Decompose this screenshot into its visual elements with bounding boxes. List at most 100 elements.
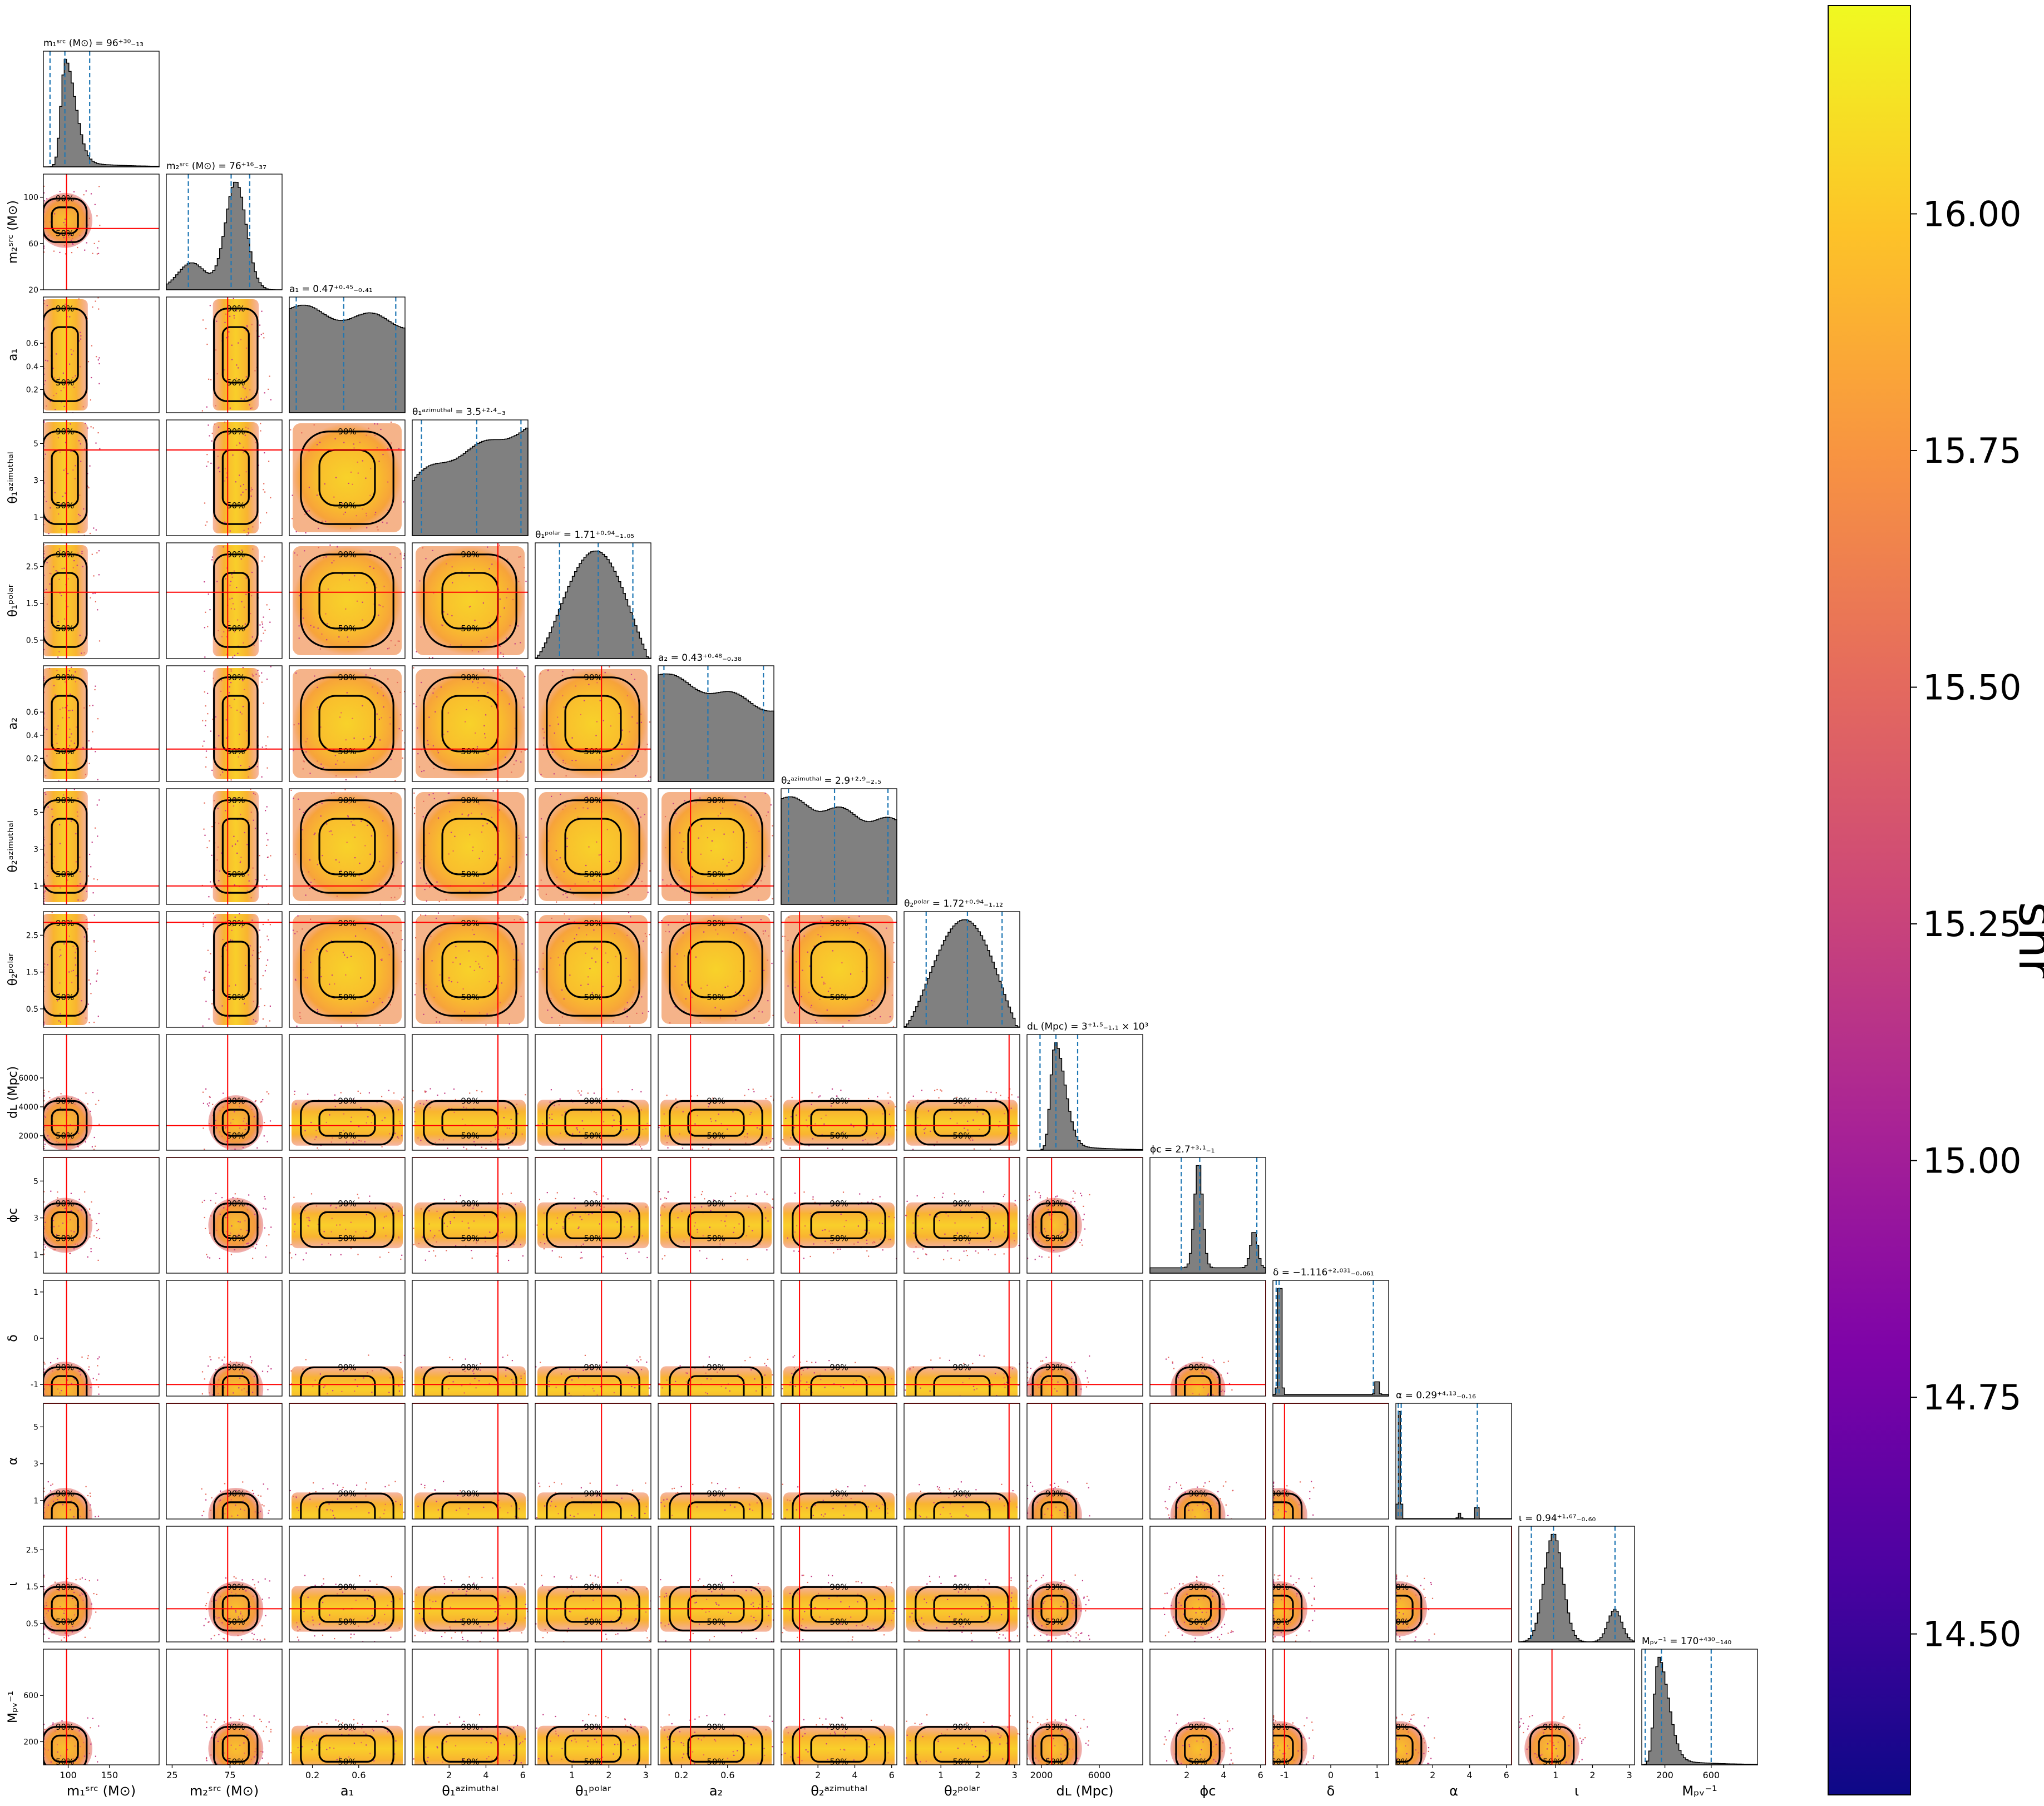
- x-axis-a1: 0.2 0.6 a₁: [305, 1765, 366, 1799]
- contour-50: [687, 1734, 745, 1763]
- x-tick-label-th2p-1: 2: [975, 1770, 980, 1780]
- density-fill: [43, 422, 88, 533]
- y-tick-label-phic-1: 3: [33, 1214, 38, 1223]
- contour-label-50: 50%: [830, 1617, 848, 1627]
- contour-50: [1184, 1501, 1212, 1519]
- hist-bars-delta: [1272, 1288, 1389, 1397]
- density-fill: [213, 791, 259, 902]
- contour-label-50: 50%: [56, 1131, 74, 1141]
- contour-50: [221, 1109, 250, 1137]
- panel-frame: [166, 1526, 283, 1642]
- contour-50: [1396, 1734, 1414, 1763]
- x-tick-label-alpha-0: 2: [1430, 1770, 1435, 1780]
- contour-label-90: 90%: [952, 1582, 971, 1592]
- density-fill: [906, 1100, 1018, 1146]
- panel-frame: [658, 1526, 774, 1642]
- x-tick-label-phic-0: 2: [1184, 1770, 1189, 1780]
- contour-label-50: 50%: [461, 1617, 479, 1627]
- density-fill: [43, 299, 88, 410]
- contour-label-90: 90%: [461, 1582, 479, 1592]
- hist-bars-alpha: [1395, 1411, 1512, 1520]
- scatter-panel-m2-vs-phic: 90% 50%: [166, 1157, 283, 1274]
- panel-frame: [289, 1280, 406, 1397]
- hist-title-mpv: Mₚᵥ⁻¹ = 170⁺⁴³⁰₋₁₄₀: [1642, 1636, 1731, 1647]
- contour-90: [669, 1366, 763, 1396]
- contour-label-50: 50%: [707, 1617, 725, 1627]
- panel-frame: [903, 1280, 1020, 1397]
- panel-frame: [658, 1280, 774, 1397]
- panel-frame: [535, 1157, 651, 1274]
- contour-label-90: 90%: [584, 1722, 602, 1732]
- panel-frame: [781, 1157, 897, 1274]
- contour-label-50: 50%: [1390, 1617, 1409, 1627]
- contour-90: [300, 431, 394, 525]
- contour-label-90: 90%: [1045, 1722, 1064, 1732]
- panel-frame: [166, 788, 283, 905]
- panel-frame: [289, 911, 406, 1028]
- contour-50: [318, 941, 376, 998]
- scatter-panel-m1-vs-a2: 90% 50%: [43, 665, 160, 782]
- panel-frame: [535, 1403, 651, 1520]
- hist-bars-mpv: [1641, 1656, 1758, 1765]
- contour-90: [423, 1100, 517, 1146]
- y-tick-label-th2p-0: 0.5: [26, 1005, 38, 1014]
- contour-90: [546, 1366, 640, 1396]
- density-fill: [43, 1198, 93, 1253]
- x-axis-label-phic: ϕc: [1199, 1783, 1216, 1799]
- contour-label-90: 90%: [1188, 1488, 1207, 1498]
- scatter-panel-m2-vs-th1az: 90% 50%: [166, 419, 283, 536]
- y-tick-label-delta-2: 1: [33, 1288, 38, 1297]
- contour-label-90: 90%: [56, 1199, 74, 1209]
- y-tick-label-dl-2: 6000: [18, 1074, 38, 1083]
- hist-bars-phic: [1149, 1165, 1266, 1274]
- density-fill: [539, 915, 648, 1024]
- contour-50: [221, 1375, 250, 1396]
- contour-label-90: 90%: [952, 1096, 971, 1106]
- contour-label-50: 50%: [707, 992, 725, 1002]
- y-axis-label-phic: ϕc: [6, 1208, 20, 1223]
- contour-label-90: 90%: [338, 1096, 356, 1106]
- density-fill: [293, 792, 402, 901]
- panel-frame: [1149, 1403, 1266, 1520]
- scatter-panel-th1az-vs-th2az: 90% 50%: [412, 788, 529, 905]
- hist-frame-mpv: [1641, 1649, 1758, 1765]
- density-fill: [293, 546, 402, 655]
- contour-label-50: 50%: [584, 1233, 602, 1243]
- contour-label-90: 90%: [461, 918, 479, 928]
- contour-label-90: 90%: [461, 550, 479, 560]
- contour-50: [810, 1501, 868, 1519]
- hist-bars-a2: [658, 673, 774, 782]
- panel-frame: [535, 911, 651, 1028]
- scatter-panel-th1az-vs-th1p: 90% 50%: [412, 542, 529, 659]
- y-tick-label-th1az-0: 1: [33, 513, 38, 522]
- density-fill: [537, 1202, 649, 1249]
- contour-50: [318, 818, 376, 875]
- panel-frame: [166, 665, 283, 782]
- x-axis-label-mpv: Mₚᵥ⁻¹: [1682, 1783, 1717, 1799]
- panel-frame: [658, 1403, 774, 1520]
- hist-frame-phic: [1149, 1157, 1266, 1274]
- hist-frame-m2: [166, 174, 283, 290]
- contour-50: [318, 1734, 376, 1763]
- scatter-panel-m2-vs-th1p: 90% 50%: [166, 542, 283, 659]
- contour-50: [51, 1109, 79, 1137]
- corner-panels: m₁ˢʳᶜ (M⊙) = 96⁺³⁰₋₁₃ m₂ˢʳᶜ (M⊙) = 76⁺¹⁶₋…: [6, 38, 1758, 1799]
- density-fill: [906, 1202, 1018, 1249]
- x-tick-label-th1p-2: 3: [643, 1770, 649, 1780]
- y-tick-label-alpha-0: 1: [33, 1497, 38, 1506]
- x-tick-label-th2az-2: 6: [889, 1770, 895, 1780]
- contour-90: [1175, 1726, 1221, 1765]
- panel-frame: [1026, 1403, 1143, 1520]
- x-tick-label-delta-0: -1: [1280, 1770, 1289, 1780]
- x-tick-label-m2-0: 25: [166, 1770, 177, 1780]
- x-tick-label-dl-1: 6000: [1088, 1770, 1111, 1780]
- density-fill: [43, 1095, 93, 1150]
- panel-frame: [43, 1649, 160, 1765]
- y-tick-label-m2-2: 100: [23, 194, 38, 202]
- contour-label-50: 50%: [1045, 1756, 1064, 1767]
- contour-50: [687, 941, 745, 998]
- scatter-panel-dl-vs-delta: 90% 50%: [1026, 1280, 1143, 1397]
- scatter-panel-m2-vs-a2: 90% 50%: [166, 665, 283, 782]
- contour-50: [318, 572, 376, 630]
- contour-90: [423, 922, 517, 1017]
